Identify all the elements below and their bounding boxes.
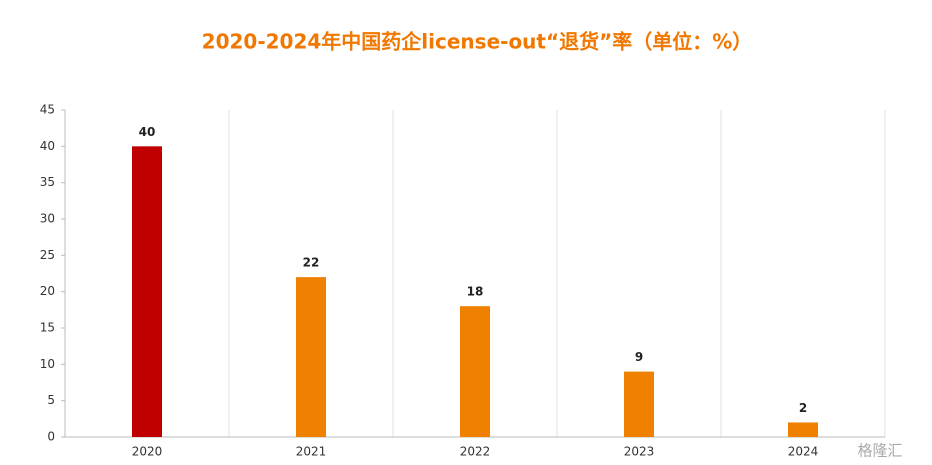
x-tick-label: 2022 xyxy=(460,445,491,459)
y-tick-label: 35 xyxy=(40,175,55,189)
bar xyxy=(788,422,818,437)
bar xyxy=(460,306,490,437)
y-tick-label: 10 xyxy=(40,357,55,371)
y-tick-label: 15 xyxy=(40,321,55,335)
bar xyxy=(132,146,162,438)
value-label: 40 xyxy=(139,125,156,139)
y-tick-label: 30 xyxy=(40,212,55,226)
y-tick-label: 20 xyxy=(40,284,55,298)
y-tick-label: 45 xyxy=(40,103,55,117)
value-label: 9 xyxy=(635,350,643,364)
bar xyxy=(296,277,326,437)
value-label: 18 xyxy=(467,285,484,299)
value-label: 22 xyxy=(303,256,320,270)
y-tick-label: 0 xyxy=(47,430,55,444)
x-tick-label: 2024 xyxy=(788,445,819,459)
watermark: 格隆汇 xyxy=(857,442,902,460)
y-tick-label: 25 xyxy=(40,248,55,262)
y-tick-label: 40 xyxy=(40,139,55,153)
bar xyxy=(624,371,654,437)
chart-title: 2020-2024年中国药企license-out“退货”率（单位：%） xyxy=(202,30,753,54)
x-tick-label: 2020 xyxy=(132,445,163,459)
value-label: 2 xyxy=(799,401,807,415)
y-tick-label: 5 xyxy=(47,393,55,407)
x-tick-label: 2023 xyxy=(624,445,655,459)
x-tick-label: 2021 xyxy=(296,445,327,459)
